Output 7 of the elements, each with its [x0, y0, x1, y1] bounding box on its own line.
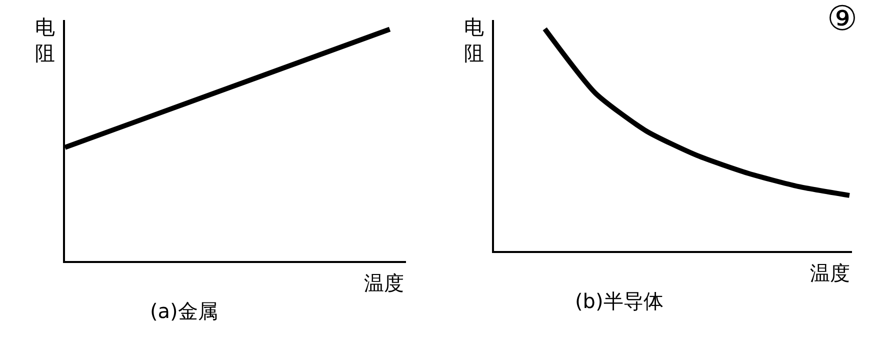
x-axis-title: 温度 — [364, 271, 404, 295]
y-axis-title: 电阻 — [464, 15, 484, 65]
text: (b)半导体 — [575, 289, 664, 313]
y-axis-title: 电阻 — [35, 15, 55, 65]
text: (a)金属 — [150, 299, 218, 323]
annotation: ⑨ — [827, 0, 858, 39]
x-axis-title: 温度 — [810, 261, 850, 285]
